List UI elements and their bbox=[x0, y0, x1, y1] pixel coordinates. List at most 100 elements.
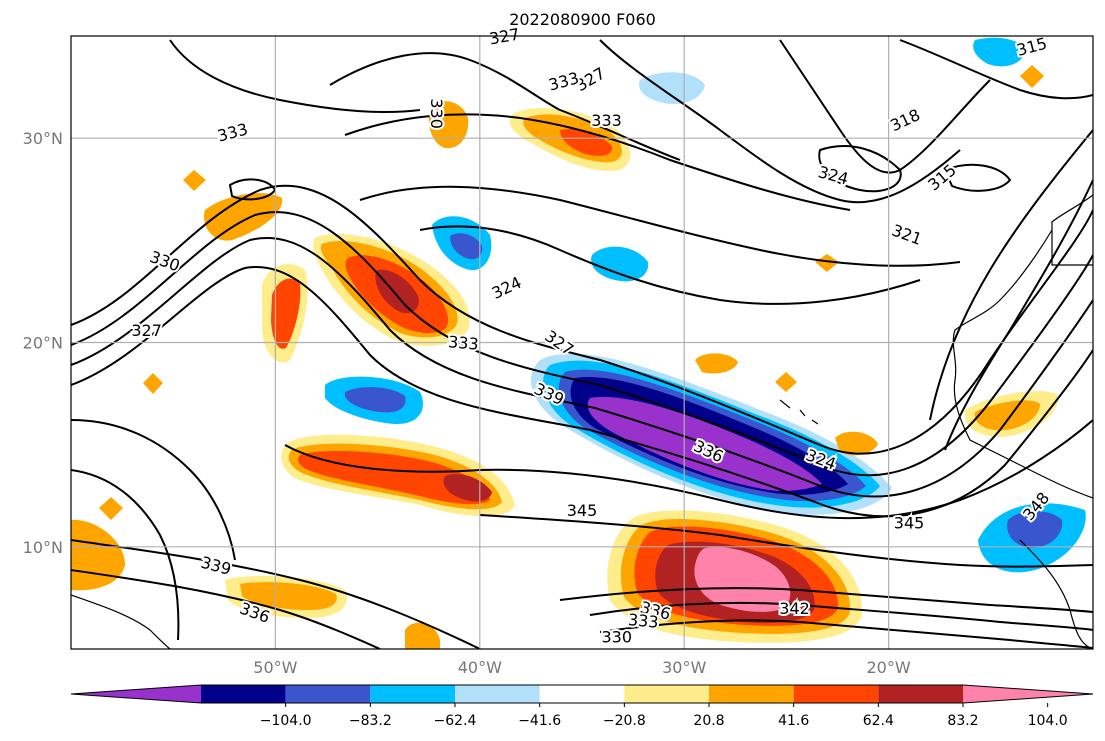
colorbar-tick-label: 104.0 bbox=[1028, 713, 1068, 729]
contour-line bbox=[589, 601, 1093, 631]
coastline bbox=[1051, 194, 1093, 266]
contour-label-text: 330 bbox=[601, 628, 632, 647]
contour-line bbox=[818, 145, 902, 193]
colorbar-segment bbox=[793, 685, 879, 703]
negative-blob-4 bbox=[973, 37, 1025, 67]
contour-label-text: 333 bbox=[591, 111, 622, 130]
contour-line bbox=[929, 129, 1093, 421]
negative-blob-6-core bbox=[1007, 511, 1063, 548]
colorbar-segment bbox=[878, 685, 963, 703]
contour-line bbox=[559, 587, 1093, 613]
contour-line bbox=[779, 39, 991, 174]
contour-line bbox=[899, 39, 1093, 100]
coastline bbox=[952, 229, 1093, 499]
positive-blob-south-peak bbox=[694, 546, 791, 612]
contour-line bbox=[71, 569, 381, 649]
negative-blob-3 bbox=[591, 246, 649, 282]
lat-tick-label: 20°N bbox=[23, 334, 63, 353]
coastline-layer bbox=[71, 194, 1093, 649]
contour-label-text: 342 bbox=[779, 599, 810, 618]
lon-tick-label: 20°W bbox=[867, 658, 911, 677]
contour-line bbox=[169, 39, 421, 113]
contour-label: 333 bbox=[445, 330, 481, 356]
contour-line bbox=[599, 39, 961, 204]
contour-label: 330 bbox=[425, 96, 448, 131]
contour-line bbox=[71, 237, 1093, 498]
contour-line bbox=[943, 163, 1012, 192]
colorbar-tick-label: 41.6 bbox=[778, 713, 809, 729]
contour-label: 333 bbox=[589, 109, 624, 132]
lon-tick-label: 50°W bbox=[253, 658, 297, 677]
contour-label-text: 330 bbox=[427, 98, 446, 129]
contour-label-text: 333 bbox=[627, 610, 659, 632]
colorbar-segment bbox=[539, 685, 625, 703]
negative-blob-5 bbox=[639, 72, 705, 105]
coastline bbox=[1019, 539, 1093, 649]
positive-blob-westside-core bbox=[271, 278, 301, 349]
positive-speck-1 bbox=[815, 254, 839, 272]
contour-label: 327 bbox=[129, 319, 164, 342]
positive-blob-ne bbox=[428, 101, 469, 149]
colorbar-tick-label: −104.0 bbox=[260, 713, 312, 729]
contour-line bbox=[284, 419, 1093, 520]
contour-line bbox=[944, 179, 1093, 451]
colorbar-segment bbox=[709, 685, 794, 703]
colorbar-tick-label: 62.4 bbox=[863, 713, 894, 729]
positive-blob-east-core bbox=[974, 400, 1040, 431]
positive-speck-6 bbox=[775, 372, 797, 392]
contour-line bbox=[71, 266, 1093, 518]
colorbar-segment bbox=[71, 685, 201, 703]
contour-line bbox=[329, 52, 681, 161]
colorbar-segment bbox=[963, 685, 1093, 703]
colorbar-tick-label: −20.8 bbox=[603, 713, 646, 729]
contour-line bbox=[344, 113, 851, 211]
colorbar-tick-label: 20.8 bbox=[693, 713, 724, 729]
contour-label: 333 bbox=[625, 608, 661, 634]
positive-speck-4 bbox=[143, 373, 163, 394]
contour-label-text: 333 bbox=[447, 332, 479, 354]
contour-label: 345 bbox=[892, 511, 927, 534]
contour-label-text: 345 bbox=[567, 501, 598, 520]
colorbar-outline bbox=[70, 684, 1094, 704]
contour-line bbox=[71, 539, 481, 649]
gridline-layer bbox=[71, 36, 1093, 649]
contour-label-text: 327 bbox=[131, 321, 162, 340]
contour-line bbox=[71, 184, 1093, 455]
contour-line bbox=[71, 211, 1093, 477]
coastline bbox=[779, 399, 819, 425]
colorbar-segment bbox=[201, 685, 286, 703]
contour-line bbox=[71, 419, 236, 561]
axis-tick-layer: 50°W 40°W 30°W 20°W 10°N 20°N 30°N bbox=[23, 129, 911, 677]
chart-title: 2022080900 F060 bbox=[509, 10, 656, 29]
positive-blob-north-core bbox=[375, 269, 419, 314]
positive-blob-sw-core bbox=[240, 582, 337, 610]
colorbar-segment bbox=[455, 685, 540, 703]
contour-line bbox=[359, 185, 961, 267]
contour-label: 330 bbox=[599, 626, 634, 649]
lon-tick-label: 30°W bbox=[662, 658, 706, 677]
lat-tick-label: 10°N bbox=[23, 538, 63, 557]
negative-blob-1-core bbox=[345, 387, 406, 413]
contour-line bbox=[71, 469, 180, 641]
shaded-field-layer bbox=[71, 37, 1086, 649]
contour-label-text: 345 bbox=[894, 513, 925, 532]
colorbar-segment bbox=[624, 685, 709, 703]
positive-speck-5 bbox=[1020, 65, 1044, 88]
positive-blob-top-core bbox=[560, 128, 613, 156]
colorbar-tick-label: −41.6 bbox=[518, 713, 561, 729]
colorbar-tick-label: 83.2 bbox=[947, 713, 978, 729]
positive-blob-s2 bbox=[405, 622, 440, 649]
lon-tick-label: 40°W bbox=[458, 658, 502, 677]
negative-blob-2-core bbox=[450, 233, 483, 260]
colorbar-tick-label: −62.4 bbox=[434, 713, 477, 729]
contour-layer bbox=[71, 39, 1093, 649]
colorbar-tick-label: −83.2 bbox=[349, 713, 392, 729]
colorbar: −104.0 −83.2 −62.4 −41.6 −20.8 20.8 41.6 62.4 83… bbox=[70, 684, 1094, 729]
contour-line bbox=[599, 619, 1093, 649]
plot-frame bbox=[70, 35, 1094, 650]
contour-label: 345 bbox=[565, 499, 600, 522]
contour-label: 342 bbox=[777, 597, 812, 620]
colorbar-segment bbox=[285, 685, 371, 703]
positive-blob-nw bbox=[204, 193, 283, 241]
